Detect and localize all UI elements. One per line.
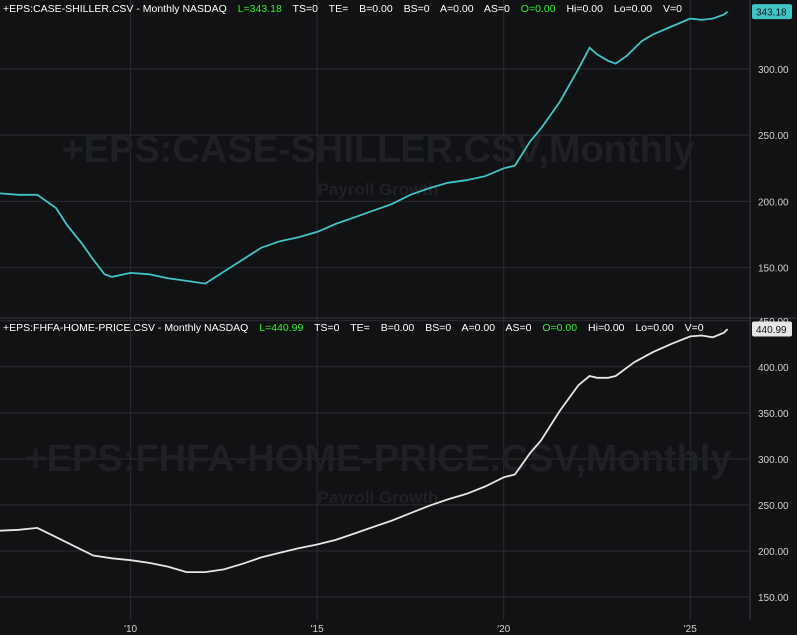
fhfa-series-line[interactable] bbox=[0, 328, 729, 573]
fhfa-last-value-badge: 440.99 bbox=[752, 321, 792, 337]
case-shiller-open: O=0.00 bbox=[521, 3, 556, 15]
fhfa-symbol: +EPS:FHFA-HOME-PRICE.CSV - Monthly NASDA… bbox=[3, 322, 248, 334]
fhfa-panel[interactable]: +EPS:FHFA-HOME-PRICE.CSV,Monthly Payroll… bbox=[0, 317, 792, 620]
case-shiller-watermark: +EPS:CASE-SHILLER.CSV,Monthly bbox=[61, 129, 694, 171]
case-shiller-bs: BS=0 bbox=[404, 3, 430, 15]
case-shiller-as: AS=0 bbox=[484, 3, 510, 15]
time-axis[interactable]: '10 '15 '20 '25 bbox=[124, 624, 697, 635]
case-shiller-last-value-box bbox=[752, 4, 792, 20]
case-shiller-v: V=0 bbox=[663, 3, 682, 15]
case-shiller-last-value-badge: 343.18 bbox=[752, 4, 792, 20]
case-shiller-y-tick-label: 150.00 bbox=[758, 264, 789, 275]
fhfa-y-tick-label: 300.00 bbox=[758, 455, 789, 466]
case-shiller-lo: Lo=0.00 bbox=[614, 3, 652, 15]
case-shiller-grid bbox=[0, 0, 750, 318]
fhfa-header: +EPS:FHFA-HOME-PRICE.CSV - Monthly NASDA… bbox=[3, 322, 704, 334]
fhfa-a: A=0.00 bbox=[462, 322, 496, 334]
fhfa-y-tick-label: 250.00 bbox=[758, 501, 789, 512]
fhfa-v: V=0 bbox=[685, 322, 704, 334]
case-shiller-ts: TS=0 bbox=[293, 3, 319, 15]
case-shiller-last-value-label: 343.18 bbox=[756, 8, 787, 19]
fhfa-y-tick-label: 350.00 bbox=[758, 409, 789, 420]
fhfa-hi: Hi=0.00 bbox=[588, 322, 625, 334]
case-shiller-b: B=0.00 bbox=[359, 3, 393, 15]
fhfa-watermark-subtitle: Payroll Growth bbox=[318, 488, 439, 507]
case-shiller-series-line[interactable] bbox=[0, 10, 729, 285]
fhfa-last-value-label: 440.99 bbox=[756, 325, 787, 336]
case-shiller-y-tick-label: 300.00 bbox=[758, 65, 789, 76]
case-shiller-hi: Hi=0.00 bbox=[566, 3, 603, 15]
fhfa-ts: TS=0 bbox=[314, 322, 340, 334]
case-shiller-y-tick-label: 200.00 bbox=[758, 197, 789, 208]
fhfa-grid bbox=[0, 318, 750, 620]
case-shiller-y-tick-label: 250.00 bbox=[758, 131, 789, 142]
case-shiller-symbol: +EPS:CASE-SHILLER.CSV - Monthly NASDAQ bbox=[3, 3, 227, 15]
case-shiller-last: L=343.18 bbox=[238, 3, 282, 15]
fhfa-watermark: +EPS:FHFA-HOME-PRICE.CSV,Monthly bbox=[25, 438, 732, 480]
fhfa-y-tick-label: 150.00 bbox=[758, 593, 789, 604]
x-tick-label: '20 bbox=[497, 624, 510, 635]
case-shiller-te: TE= bbox=[329, 3, 349, 15]
fhfa-last-value-box bbox=[752, 321, 792, 337]
fhfa-open: O=0.00 bbox=[542, 322, 577, 334]
fhfa-y-tick-label: 400.00 bbox=[758, 363, 789, 374]
fhfa-as: AS=0 bbox=[505, 322, 531, 334]
case-shiller-a: A=0.00 bbox=[440, 3, 474, 15]
fhfa-b: B=0.00 bbox=[381, 322, 415, 334]
x-tick-label: '10 bbox=[124, 624, 137, 635]
case-shiller-header: +EPS:CASE-SHILLER.CSV - Monthly NASDAQ L… bbox=[3, 3, 682, 15]
fhfa-y-tick-label: 200.00 bbox=[758, 547, 789, 558]
fhfa-last: L=440.99 bbox=[259, 322, 303, 334]
fhfa-te: TE= bbox=[350, 322, 370, 334]
case-shiller-panel[interactable]: +EPS:CASE-SHILLER.CSV,Monthly Payroll Gr… bbox=[0, 0, 792, 318]
x-tick-label: '15 bbox=[311, 624, 324, 635]
fhfa-lo: Lo=0.00 bbox=[635, 322, 673, 334]
fhfa-bs: BS=0 bbox=[425, 322, 451, 334]
x-tick-label: '25 bbox=[684, 624, 697, 635]
case-shiller-watermark-subtitle: Payroll Growth bbox=[318, 180, 439, 199]
case-shiller-y-axis: 150.00 200.00 250.00 300.00 bbox=[758, 65, 789, 275]
